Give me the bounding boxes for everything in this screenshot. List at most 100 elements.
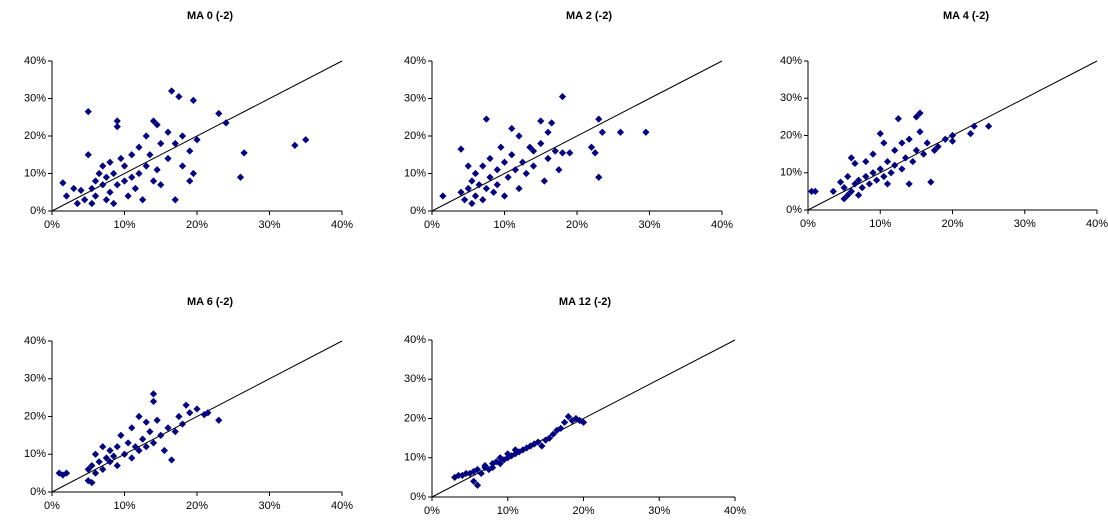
x-tick-label: 40% bbox=[711, 219, 733, 231]
point bbox=[135, 446, 143, 455]
point bbox=[142, 132, 150, 140]
point bbox=[468, 199, 476, 208]
point bbox=[99, 465, 107, 473]
point bbox=[457, 145, 465, 153]
point bbox=[970, 122, 978, 130]
point bbox=[840, 184, 848, 192]
point bbox=[515, 184, 523, 193]
point bbox=[149, 439, 158, 447]
x-tick-label: 10% bbox=[869, 218, 891, 230]
y-tick-label: 0% bbox=[410, 491, 426, 503]
point bbox=[854, 176, 863, 184]
point bbox=[458, 471, 466, 480]
y-tick-label: 10% bbox=[24, 167, 46, 179]
point bbox=[142, 162, 150, 170]
chart-title: MA 6 (-2) bbox=[187, 296, 233, 308]
point bbox=[844, 191, 852, 199]
point bbox=[508, 124, 516, 133]
point bbox=[526, 442, 535, 450]
point bbox=[113, 181, 121, 189]
x-tick-label: 20% bbox=[186, 500, 208, 512]
point bbox=[876, 130, 884, 138]
point bbox=[576, 416, 584, 425]
point bbox=[117, 154, 125, 163]
point bbox=[595, 173, 603, 181]
point bbox=[88, 478, 96, 487]
point bbox=[81, 196, 89, 204]
point bbox=[77, 186, 85, 194]
x-tick-label: 10% bbox=[113, 500, 135, 512]
point bbox=[102, 196, 110, 204]
point bbox=[564, 412, 572, 421]
point bbox=[898, 139, 906, 147]
point bbox=[920, 150, 928, 158]
point bbox=[473, 481, 482, 489]
point bbox=[128, 173, 136, 181]
y-tick-label: 20% bbox=[24, 130, 46, 142]
y-tick-label: 30% bbox=[780, 92, 802, 104]
point bbox=[475, 181, 483, 189]
point bbox=[912, 146, 920, 154]
point bbox=[157, 181, 165, 189]
point bbox=[106, 446, 114, 455]
scatter-panel: MA 12 (-2) 0% 10% 20% 30% 40% 0% 10% 20% 30% 40% bbox=[404, 296, 746, 517]
point bbox=[530, 440, 538, 448]
point bbox=[508, 151, 516, 159]
point bbox=[470, 467, 478, 476]
point bbox=[157, 139, 165, 148]
point bbox=[95, 458, 103, 466]
point bbox=[481, 462, 489, 470]
point bbox=[139, 435, 147, 443]
point bbox=[515, 132, 523, 140]
point bbox=[489, 460, 497, 468]
point bbox=[880, 139, 888, 147]
diagonal-line bbox=[431, 60, 723, 212]
point bbox=[102, 454, 110, 462]
point bbox=[164, 154, 172, 163]
point bbox=[862, 157, 870, 166]
point bbox=[500, 192, 509, 200]
point bbox=[99, 162, 107, 170]
point bbox=[934, 143, 942, 151]
point bbox=[153, 121, 161, 129]
diagonal-line bbox=[51, 340, 343, 493]
point bbox=[128, 424, 136, 432]
point bbox=[504, 173, 512, 181]
y-tick-label: 10% bbox=[780, 167, 802, 179]
point bbox=[477, 469, 485, 478]
point bbox=[572, 414, 580, 423]
point bbox=[887, 169, 895, 177]
point bbox=[595, 115, 603, 123]
y-tick-label: 30% bbox=[404, 373, 426, 385]
x-tick-label: 0% bbox=[44, 500, 60, 512]
point bbox=[616, 128, 625, 136]
point bbox=[901, 154, 910, 162]
point bbox=[178, 162, 187, 170]
point bbox=[142, 443, 150, 451]
point bbox=[515, 448, 523, 456]
point bbox=[560, 418, 569, 427]
point bbox=[464, 162, 472, 170]
point bbox=[62, 469, 71, 477]
point bbox=[113, 443, 121, 451]
y-tick-label: 40% bbox=[24, 335, 46, 347]
x-tick-label: 0% bbox=[424, 219, 440, 231]
point bbox=[493, 166, 501, 174]
point bbox=[110, 169, 118, 178]
point bbox=[88, 184, 96, 193]
point bbox=[302, 136, 310, 144]
point bbox=[869, 169, 877, 177]
point bbox=[534, 438, 542, 446]
point bbox=[529, 147, 538, 155]
point bbox=[482, 115, 490, 123]
point bbox=[544, 154, 552, 163]
point bbox=[454, 471, 463, 480]
point bbox=[189, 96, 197, 104]
y-tick-label: 30% bbox=[404, 92, 426, 104]
point bbox=[59, 471, 67, 479]
point bbox=[865, 180, 874, 188]
point bbox=[566, 149, 574, 157]
point bbox=[540, 177, 548, 185]
x-tick-label: 40% bbox=[1086, 218, 1108, 230]
